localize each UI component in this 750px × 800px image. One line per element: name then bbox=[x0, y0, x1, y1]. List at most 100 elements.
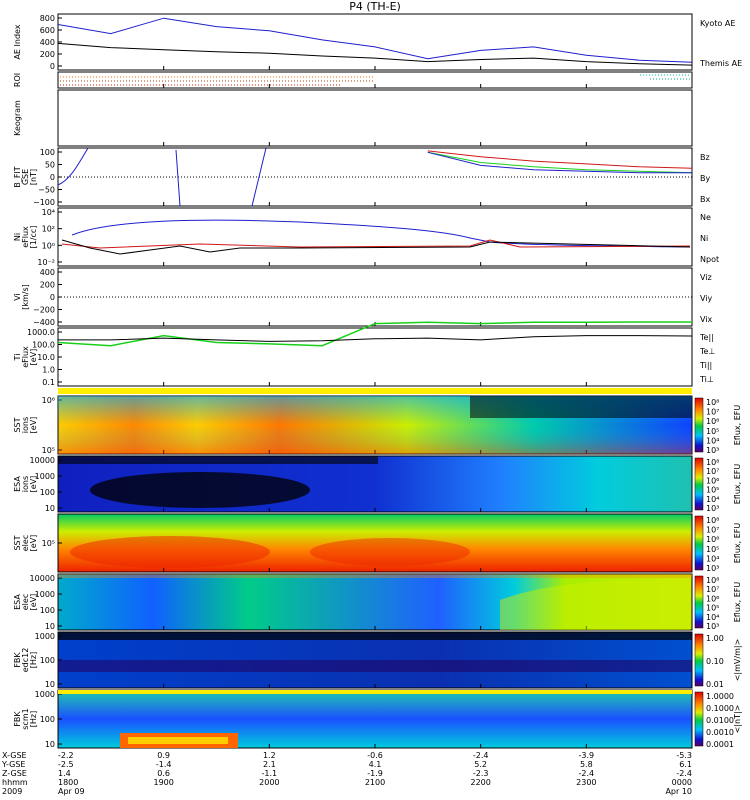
ni-panel-legend: Ne bbox=[700, 213, 711, 222]
ti-panel-legend: Te⊥ bbox=[699, 347, 715, 356]
esa-elec-panel-tick: 10 bbox=[45, 622, 55, 631]
sst-ions-panel-tick: 10⁶ bbox=[42, 396, 55, 405]
ti-panel-ylabel: Ti bbox=[13, 354, 22, 362]
ae-series-line bbox=[57, 42, 693, 66]
xaxis-column-value: -2.4 bbox=[473, 751, 489, 760]
esa-elec-panel-tick: 1000 bbox=[35, 590, 55, 599]
sst-ions-panel-ylabel: ions bbox=[21, 417, 30, 433]
sst-ions-panel-cbar-tick: 10⁷ bbox=[706, 408, 719, 417]
sst-ions-panel-cbar-tick: 10⁴ bbox=[706, 436, 719, 445]
xaxis-column-value: Apr 09 bbox=[58, 787, 85, 796]
bfit-panel-ylabel: B_FIT bbox=[13, 166, 22, 187]
fbk-scm1-panel-cbar-tick: 0.0001 bbox=[706, 740, 734, 749]
bfit-bx-wrap-line bbox=[251, 147, 267, 207]
fbk-scm1-panel-cbar-label: <|nT|> bbox=[733, 705, 742, 734]
bfit-panel-ylabel: GSE bbox=[21, 169, 30, 185]
fbk-edc12-panel-ylabel: FBK bbox=[13, 652, 22, 668]
sst-ions-panel-cbar-tick: 10⁵ bbox=[706, 427, 719, 436]
sst-elec-hot-region bbox=[70, 536, 270, 568]
xaxis-column-value: 0.9 bbox=[157, 751, 170, 760]
esa-ions-panel-cbar-tick: 10⁶ bbox=[706, 476, 719, 485]
ni-panel-legend: Npot bbox=[700, 255, 719, 264]
bfit-series-line bbox=[427, 150, 693, 169]
bfit-panel-tick: −100 bbox=[33, 198, 55, 207]
xaxis-column-value: 5.2 bbox=[474, 760, 487, 769]
xaxis-column-value: Apr 10 bbox=[665, 787, 692, 796]
ni-ne-line bbox=[61, 239, 691, 249]
xaxis-column-value: -3.9 bbox=[579, 751, 595, 760]
vi-panel-frame bbox=[57, 267, 693, 327]
xaxis-column-value: -1.9 bbox=[367, 769, 383, 778]
esa-ions-panel-cbar-tick: 10³ bbox=[706, 504, 719, 513]
ni-panel-legend: Ni bbox=[700, 234, 708, 243]
xaxis-column-value: 1.2 bbox=[263, 751, 276, 760]
esa-elec-panel-cbar-tick: 10³ bbox=[706, 622, 719, 631]
esa-ions-top-region bbox=[58, 456, 378, 464]
esa-ions-panel-tick: 10 bbox=[45, 504, 55, 513]
esa-elec-warm-region bbox=[500, 579, 690, 630]
xaxis-row-label: 2009 bbox=[2, 787, 22, 796]
vi-panel-legend: Viz bbox=[700, 273, 712, 282]
sst-ions-dark-region bbox=[470, 396, 692, 418]
xaxis-row-label: X-GSE bbox=[2, 751, 27, 760]
bfit-panel-tick: 50 bbox=[45, 161, 55, 170]
keogram-panel-ylabel: Keogram bbox=[13, 100, 22, 136]
sst-elec-panel-ylabel: elec bbox=[21, 535, 30, 551]
fbk-scm1-panel-cbar-tick: 0.1000 bbox=[706, 704, 734, 713]
esa-ions-panel-ylabel: [eV] bbox=[29, 476, 38, 493]
esa-ions-panel-cbar-tick: 10⁴ bbox=[706, 495, 719, 504]
esa-elec-panel-ylabel: ESA bbox=[13, 594, 22, 610]
xaxis-row-label: hhmm bbox=[2, 778, 28, 787]
esa-elec-panel-cbar-tick: 10⁸ bbox=[706, 576, 719, 585]
ti-panel-tick: 1.0 bbox=[42, 366, 55, 375]
esa-elec-panel-cbar-tick: 10⁶ bbox=[706, 594, 719, 603]
xaxis-column-value: 2000 bbox=[259, 778, 279, 787]
xaxis-column-value: -1.4 bbox=[156, 760, 172, 769]
xaxis-column-value: 0000 bbox=[672, 778, 692, 787]
bfit-panel-tick: −50 bbox=[38, 186, 55, 195]
plot-title: P4 (TH-E) bbox=[349, 0, 401, 13]
sst-ions-panel-colorbar bbox=[694, 397, 704, 453]
fbk-edc12-panel-ylabel: [Hz] bbox=[29, 652, 38, 668]
esa-elec-top-band bbox=[58, 574, 692, 578]
xaxis-column-value: -1.1 bbox=[262, 769, 278, 778]
ae-panel-tick: 200 bbox=[40, 50, 55, 59]
vi-panel-ylabel: [km/s] bbox=[21, 284, 30, 310]
xaxis-column-value: 2300 bbox=[576, 778, 596, 787]
esa-ions-panel-cbar-tick: 10⁷ bbox=[706, 467, 719, 476]
ni-panel-ylabel: Ni bbox=[13, 233, 22, 241]
xaxis-column-value: 4.1 bbox=[369, 760, 382, 769]
ni-panel-tick: 10⁻² bbox=[37, 258, 55, 267]
xaxis-row-label: Y-GSE bbox=[1, 760, 25, 769]
sst-ions-panel-tick: 10⁵ bbox=[42, 446, 55, 455]
xaxis-column-value: -2.4 bbox=[676, 769, 692, 778]
xaxis-column-value: -5.3 bbox=[676, 751, 692, 760]
vi-panel-legend: Viy bbox=[700, 294, 713, 303]
bfit-panel-tick: 0 bbox=[50, 173, 55, 182]
sst-ions-panel-ylabel: [eV] bbox=[29, 417, 38, 434]
bfit-bx-wrap-line bbox=[175, 149, 181, 207]
xaxis-column-value: 2100 bbox=[365, 778, 385, 787]
keogram-panel-frame bbox=[57, 89, 693, 147]
fbk-scm1-panel-ylabel: [Hz] bbox=[29, 711, 38, 727]
fbk-scm1-panel-colorbar bbox=[694, 691, 704, 747]
ae-panel-tick: 400 bbox=[40, 38, 55, 47]
fbk-scm1-panel-cbar-tick: 0.0010 bbox=[706, 728, 734, 737]
vi-panel-tick: −400 bbox=[33, 318, 55, 327]
esa-elec-panel-cbar-tick: 10⁴ bbox=[706, 613, 719, 622]
ni-panel-tick: 10² bbox=[42, 225, 55, 234]
fbk-edc12-panel-tick: 10 bbox=[45, 680, 55, 689]
sst-elec-hot-region bbox=[310, 538, 470, 566]
ti-panel-tick: 0.1 bbox=[42, 378, 55, 387]
ti-panel-tick: 10.0 bbox=[37, 353, 55, 362]
fbk-edc12-panel-cbar-tick: 1.00 bbox=[706, 634, 724, 643]
fbk-scm1-panel-ylabel: FBK bbox=[13, 711, 22, 727]
esa-elec-panel-colorbar bbox=[694, 575, 704, 629]
vi-panel-legend: Vix bbox=[700, 315, 713, 324]
esa-elec-panel-tick: 100 bbox=[40, 606, 55, 615]
sst-elec-panel-cbar-tick: 10³ bbox=[706, 564, 719, 573]
ae-series-line bbox=[57, 17, 693, 63]
sst-ions-panel-cbar-tick: 10⁶ bbox=[706, 417, 719, 426]
xaxis-column-value: -2.3 bbox=[473, 769, 489, 778]
xaxis-column-value: 1.4 bbox=[58, 769, 71, 778]
